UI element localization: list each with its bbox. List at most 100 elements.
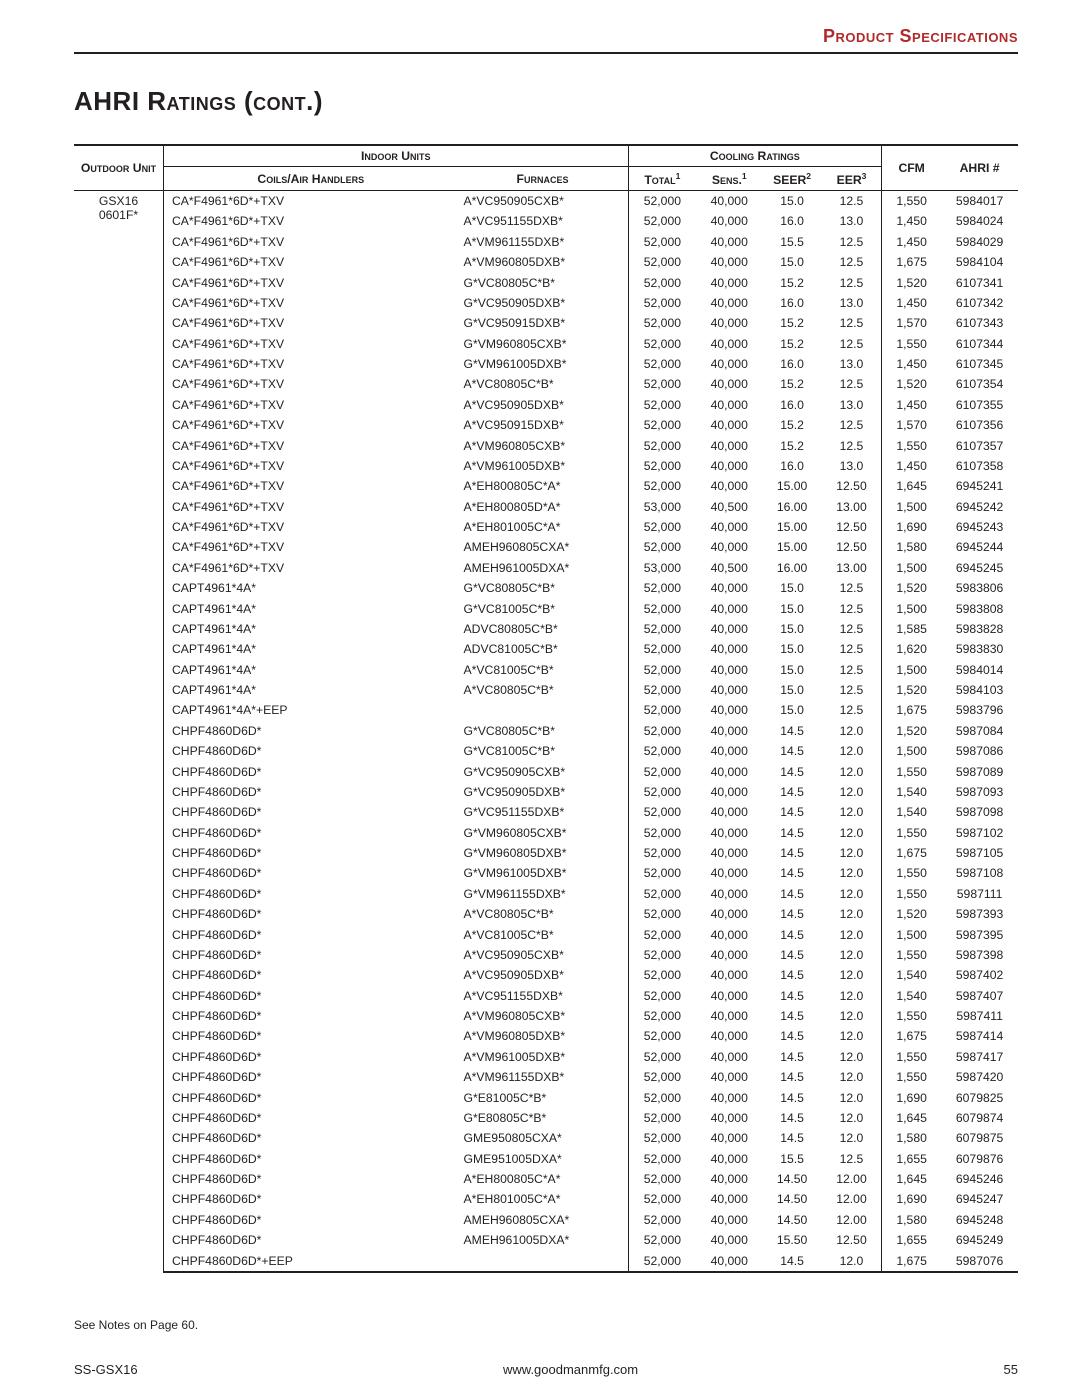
table-row: CA*F4961*6D*+TXVA*EH800805C*A*52,00040,0… (74, 476, 1018, 496)
eer-cell: 12.5 (822, 578, 882, 598)
coil-cell: CA*F4961*6D*+TXV (163, 496, 457, 516)
ahri-cell: 6107342 (941, 293, 1018, 313)
eer-cell: 12.5 (822, 232, 882, 252)
total-cell: 52,000 (628, 517, 696, 537)
table-row: CHPF4860D6D*G*VC80805C*B*52,00040,00014.… (74, 721, 1018, 741)
sens-cell: 40,000 (696, 333, 762, 353)
cfm-cell: 1,675 (882, 252, 942, 272)
eer-cell: 12.5 (822, 333, 882, 353)
table-row: CA*F4961*6D*+TXVA*VM960805DXB*52,00040,0… (74, 252, 1018, 272)
ahri-cell: 5984029 (941, 232, 1018, 252)
eer-cell: 12.0 (822, 1067, 882, 1087)
total-cell: 52,000 (628, 313, 696, 333)
sens-cell: 40,000 (696, 659, 762, 679)
furnace-cell: G*VM960805CXB* (458, 822, 628, 842)
sens-cell: 40,000 (696, 476, 762, 496)
coil-cell: CHPF4860D6D* (163, 741, 457, 761)
table-row: CA*F4961*6D*+TXVA*EH800805D*A*53,00040,5… (74, 496, 1018, 516)
furnace-cell: GME950805CXA* (458, 1128, 628, 1148)
eer-cell: 12.00 (822, 1189, 882, 1209)
table-row: CHPF4860D6D*AMEH960805CXA*52,00040,00014… (74, 1210, 1018, 1230)
cfm-cell: 1,550 (882, 945, 942, 965)
eer-cell: 12.0 (822, 863, 882, 883)
page-heading: AHRI Ratings (cont.) (74, 86, 323, 117)
footer-right: 55 (1004, 1362, 1018, 1377)
coil-cell: CHPF4860D6D* (163, 884, 457, 904)
ahri-cell: 5983828 (941, 619, 1018, 639)
eer-cell: 12.0 (822, 965, 882, 985)
seer-cell: 14.5 (762, 1047, 822, 1067)
eer-cell: 12.5 (822, 619, 882, 639)
eer-cell: 12.5 (822, 659, 882, 679)
seer-cell: 15.00 (762, 476, 822, 496)
sens-cell: 40,000 (696, 945, 762, 965)
coil-cell: CHPF4860D6D* (163, 1210, 457, 1230)
cfm-cell: 1,550 (882, 1067, 942, 1087)
sens-cell: 40,000 (696, 782, 762, 802)
cfm-cell: 1,690 (882, 517, 942, 537)
total-cell: 52,000 (628, 456, 696, 476)
eer-cell: 12.0 (822, 721, 882, 741)
ahri-cell: 5983796 (941, 700, 1018, 720)
eer-cell: 13.0 (822, 456, 882, 476)
furnace-cell: A*VC80805C*B* (458, 680, 628, 700)
furnace-cell: A*VC950905CXB* (458, 190, 628, 211)
coil-cell: CHPF4860D6D* (163, 1148, 457, 1168)
cfm-cell: 1,450 (882, 232, 942, 252)
cfm-cell: 1,500 (882, 496, 942, 516)
coil-cell: CA*F4961*6D*+TXV (163, 395, 457, 415)
ahri-cell: 5987395 (941, 924, 1018, 944)
ahri-cell: 5987393 (941, 904, 1018, 924)
furnace-cell: G*E80805C*B* (458, 1108, 628, 1128)
sens-cell: 40,000 (696, 190, 762, 211)
total-cell: 52,000 (628, 190, 696, 211)
coil-cell: CA*F4961*6D*+TXV (163, 558, 457, 578)
eer-cell: 12.5 (822, 598, 882, 618)
furnace-cell: A*EH800805C*A* (458, 1169, 628, 1189)
table-row: CA*F4961*6D*+TXVG*VC950915DXB*52,00040,0… (74, 313, 1018, 333)
hdr-seer: SEER2 (762, 167, 822, 190)
furnace-cell: A*VC80805C*B* (458, 374, 628, 394)
cfm-cell: 1,520 (882, 680, 942, 700)
total-cell: 52,000 (628, 721, 696, 741)
ahri-cell: 5987402 (941, 965, 1018, 985)
sens-cell: 40,000 (696, 1189, 762, 1209)
seer-cell: 14.5 (762, 1006, 822, 1026)
furnace-cell: G*VC950905DXB* (458, 782, 628, 802)
table-row: CHPF4860D6D*G*E80805C*B*52,00040,00014.5… (74, 1108, 1018, 1128)
sens-cell: 40,000 (696, 293, 762, 313)
eer-cell: 12.0 (822, 822, 882, 842)
total-cell: 52,000 (628, 680, 696, 700)
furnace-cell: GME951005DXA* (458, 1148, 628, 1168)
cfm-cell: 1,645 (882, 476, 942, 496)
furnace-cell: G*VC80805C*B* (458, 272, 628, 292)
furnace-cell: A*VM961155DXB* (458, 1067, 628, 1087)
furnace-cell: A*EH801005C*A* (458, 1189, 628, 1209)
eer-cell: 12.0 (822, 761, 882, 781)
sens-cell: 40,000 (696, 1169, 762, 1189)
sens-cell: 40,000 (696, 721, 762, 741)
eer-cell: 12.0 (822, 843, 882, 863)
cfm-cell: 1,550 (882, 1006, 942, 1026)
ratings-table-wrap: Outdoor Unit Indoor Units Cooling Rating… (74, 144, 1018, 1273)
ahri-cell: 5987398 (941, 945, 1018, 965)
coil-cell: CHPF4860D6D* (163, 924, 457, 944)
eer-cell: 12.5 (822, 313, 882, 333)
seer-cell: 15.2 (762, 313, 822, 333)
cfm-cell: 1,645 (882, 1108, 942, 1128)
hdr-total: Total1 (628, 167, 696, 190)
coil-cell: CHPF4860D6D* (163, 1026, 457, 1046)
table-row: CHPF4860D6D*G*VM960805DXB*52,00040,00014… (74, 843, 1018, 863)
eer-cell: 12.5 (822, 639, 882, 659)
table-row: CAPT4961*4A*A*VC81005C*B*52,00040,00015.… (74, 659, 1018, 679)
table-body: GSX160601F*CA*F4961*6D*+TXVA*VC950905CXB… (74, 190, 1018, 1271)
notes-text: See Notes on Page 60. (74, 1318, 198, 1332)
coil-cell: CA*F4961*6D*+TXV (163, 313, 457, 333)
seer-cell: 16.00 (762, 496, 822, 516)
ahri-cell: 5983806 (941, 578, 1018, 598)
table-row: CA*F4961*6D*+TXVA*VC950905DXB*52,00040,0… (74, 395, 1018, 415)
eer-cell: 12.5 (822, 1148, 882, 1168)
total-cell: 52,000 (628, 1026, 696, 1046)
table-row: CA*F4961*6D*+TXVG*VC950905DXB*52,00040,0… (74, 293, 1018, 313)
coil-cell: CAPT4961*4A*+EEP (163, 700, 457, 720)
